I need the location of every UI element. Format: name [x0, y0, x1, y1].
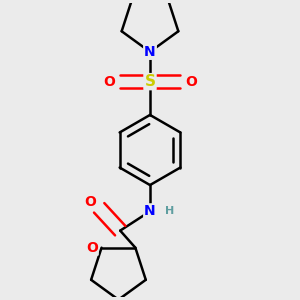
- Text: S: S: [145, 74, 155, 89]
- Text: O: O: [85, 194, 96, 208]
- Text: O: O: [185, 75, 197, 88]
- Text: O: O: [103, 75, 115, 88]
- Text: N: N: [144, 45, 156, 59]
- Text: H: H: [165, 206, 174, 216]
- Text: N: N: [144, 204, 156, 218]
- Text: O: O: [86, 241, 98, 255]
